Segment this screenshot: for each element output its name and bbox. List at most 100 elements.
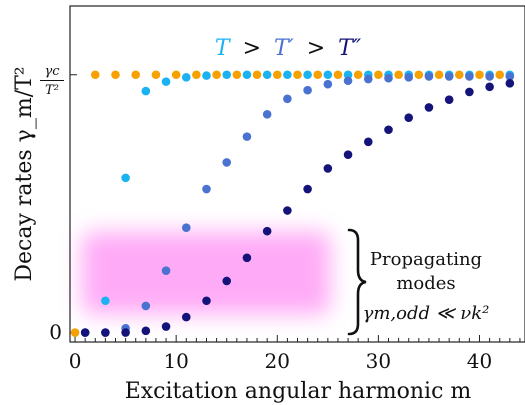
data-point-series-3 <box>262 109 272 119</box>
curly-brace <box>347 228 367 336</box>
annotation-line-1: Propagating <box>370 249 482 270</box>
data-point-series-2 <box>262 70 272 80</box>
data-point-series-2 <box>141 86 151 96</box>
data-point-series-3 <box>222 158 232 167</box>
data-point-series-1 <box>353 70 363 80</box>
data-point-series-4 <box>101 328 110 337</box>
data-point-series-2 <box>303 70 312 80</box>
data-point-series-1 <box>293 70 302 80</box>
data-point-series-1 <box>333 70 343 80</box>
data-point-series-4 <box>121 328 130 337</box>
data-point-series-1 <box>434 70 444 80</box>
data-point-series-4 <box>444 95 454 104</box>
x-tick-label: 40 <box>467 349 492 373</box>
x-tick-labels: 0 10 20 30 40 <box>69 349 493 373</box>
data-point-series-4 <box>222 276 232 286</box>
data-point-series-3 <box>283 94 292 104</box>
data-point-series-4 <box>161 322 171 331</box>
data-points <box>70 70 515 337</box>
data-point-series-4 <box>303 184 312 194</box>
data-point-series-3 <box>404 73 414 82</box>
data-point-series-2 <box>242 70 252 80</box>
annotation-line-3: γm,odd ≪ νk² <box>363 303 490 324</box>
legend-gt-1: > <box>243 36 261 61</box>
data-point-series-3 <box>323 79 333 89</box>
data-point-series-1 <box>313 70 323 80</box>
data-point-series-2 <box>101 296 110 306</box>
data-point-series-1 <box>151 70 161 80</box>
x-axis-label: Excitation angular harmonic m <box>125 379 472 404</box>
data-point-series-3 <box>242 132 252 141</box>
data-point-series-3 <box>181 223 191 233</box>
data-point-series-3 <box>465 72 474 81</box>
data-point-series-2 <box>202 71 211 80</box>
data-point-series-4 <box>505 79 515 88</box>
data-point-series-1 <box>394 70 403 80</box>
x-tick-label: 0 <box>69 349 82 373</box>
data-point-series-4 <box>343 150 353 159</box>
axis-ticks <box>70 74 521 342</box>
annotation-line-2: modes <box>396 273 455 294</box>
data-point-series-1 <box>495 70 505 80</box>
data-point-series-4 <box>283 206 292 215</box>
data-point-series-1 <box>475 70 484 80</box>
data-point-series-4 <box>323 164 333 173</box>
data-point-series-1 <box>252 70 262 80</box>
data-point-series-2 <box>222 70 232 80</box>
data-point-series-3 <box>161 266 171 275</box>
y-tick-label-gamma-c: γc T² <box>40 64 64 98</box>
x-tick-label: 10 <box>163 349 188 373</box>
legend-t: T <box>215 36 232 61</box>
data-point-series-1 <box>414 70 424 80</box>
data-point-series-3 <box>424 72 434 81</box>
y-tick-label-denominator: T² <box>45 83 59 98</box>
temperature-legend: T > T′ > T″ <box>215 36 362 61</box>
data-point-series-3 <box>444 72 454 81</box>
data-point-series-4 <box>465 87 474 97</box>
data-point-series-1 <box>192 70 201 80</box>
data-point-series-3 <box>141 301 151 311</box>
data-point-series-4 <box>384 125 393 135</box>
data-point-series-3 <box>303 85 312 95</box>
legend-gt-2: > <box>307 36 325 61</box>
data-point-series-1 <box>212 70 221 80</box>
data-point-series-4 <box>404 113 414 123</box>
data-point-series-2 <box>323 70 333 80</box>
y-tick-label-numerator: γc <box>44 64 60 79</box>
data-point-series-3 <box>363 74 373 84</box>
legend-t-double-prime: T″ <box>338 36 362 61</box>
x-tick-label: 20 <box>265 349 290 373</box>
data-point-series-4 <box>80 328 90 337</box>
data-point-series-3 <box>202 184 211 194</box>
data-point-series-3 <box>384 73 393 83</box>
data-point-series-2 <box>343 70 353 80</box>
x-tick-label: 30 <box>366 349 391 373</box>
data-point-series-1 <box>374 70 383 80</box>
data-point-series-1 <box>232 70 242 80</box>
data-point-series-2 <box>181 73 191 82</box>
data-point-series-4 <box>485 82 494 92</box>
data-point-series-4 <box>424 103 434 112</box>
data-point-series-4 <box>363 137 373 147</box>
y-tick-label-zero: 0 <box>49 320 62 344</box>
data-point-series-1 <box>454 70 464 80</box>
data-point-series-1 <box>272 70 282 80</box>
data-point-series-2 <box>161 77 171 86</box>
propagating-modes-highlight <box>82 232 330 314</box>
data-point-series-3 <box>505 72 515 81</box>
data-point-series-1 <box>111 70 120 80</box>
data-point-series-1 <box>70 328 80 337</box>
data-point-series-4 <box>181 312 191 322</box>
data-point-series-1 <box>171 70 181 80</box>
data-point-series-3 <box>485 72 494 81</box>
data-point-series-2 <box>121 173 130 183</box>
data-point-series-2 <box>283 70 292 80</box>
data-point-series-3 <box>343 76 353 86</box>
data-point-series-4 <box>242 253 252 263</box>
data-point-series-1 <box>131 70 141 80</box>
data-point-series-4 <box>202 296 211 306</box>
legend-t-prime: T′ <box>274 36 294 61</box>
data-point-series-4 <box>262 226 272 236</box>
y-axis-label: Decay rates γ_m/T² <box>12 66 37 281</box>
